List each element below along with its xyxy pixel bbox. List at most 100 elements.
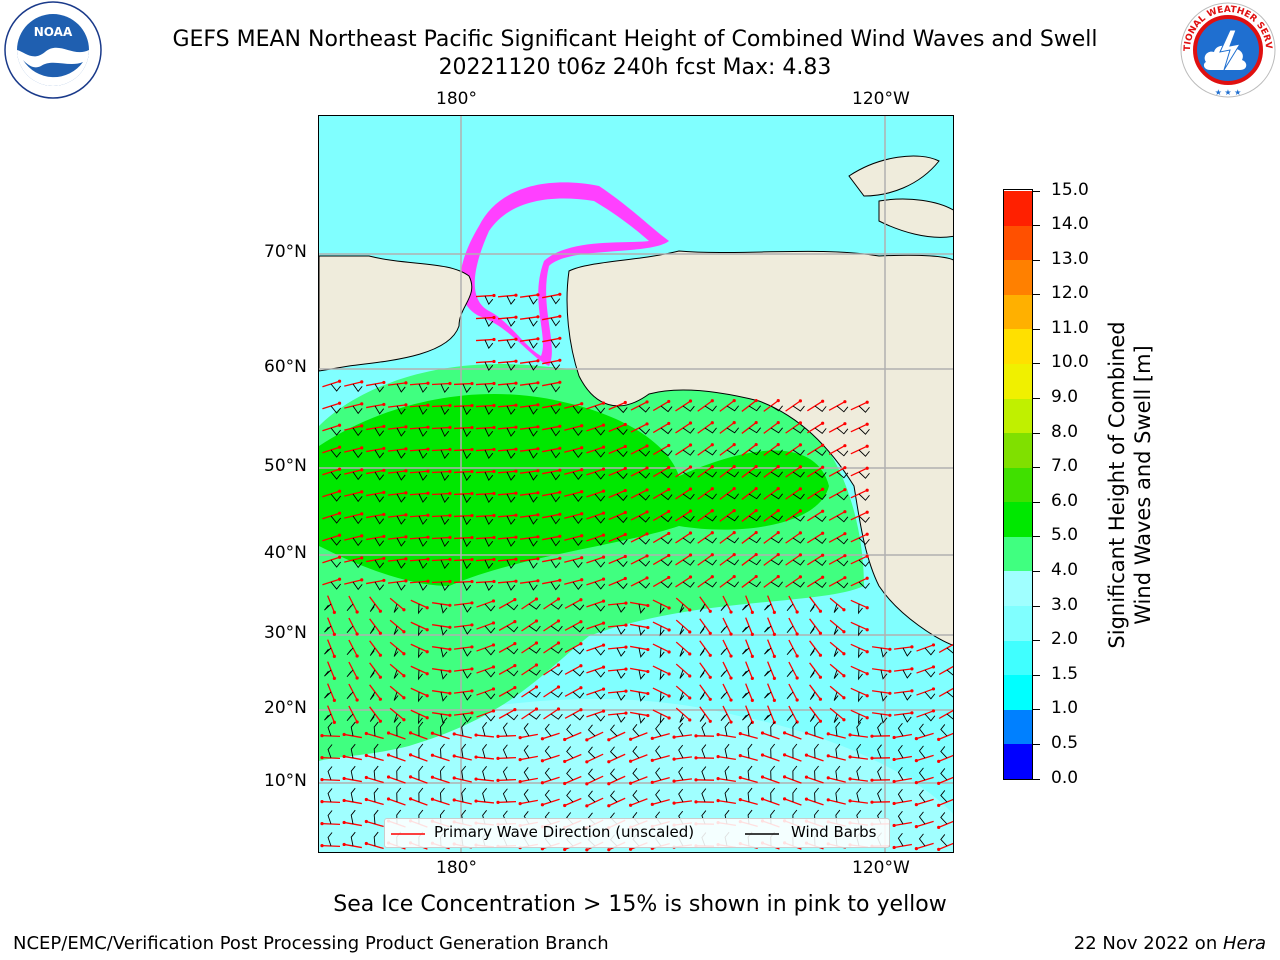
wind-barb — [616, 449, 628, 458]
colorbar-tick-label: 7.0 — [1051, 456, 1079, 477]
wind-barb — [748, 471, 762, 478]
wind-barb — [374, 449, 385, 459]
wind-barb — [418, 383, 428, 393]
wave-direction-arrowhead — [818, 653, 823, 657]
wind-barb — [330, 559, 342, 568]
wind-barb — [638, 537, 651, 545]
wave-direction-arrowhead — [386, 775, 391, 779]
colorbar-tick-label: 13.0 — [1051, 248, 1089, 269]
wave-direction-arrowhead — [513, 642, 517, 646]
wave-direction-arrowhead — [496, 778, 500, 782]
wave-direction-arrowhead — [776, 575, 780, 579]
wind-barb — [550, 339, 561, 349]
wave-direction-arrowhead — [332, 632, 336, 636]
wave-direction-arrowhead — [914, 824, 918, 829]
wave-direction-arrowhead — [355, 720, 359, 724]
wave-direction-arrowhead — [496, 734, 500, 738]
wave-direction-arrowhead — [738, 754, 742, 758]
wind-barb — [814, 493, 827, 501]
wave-direction-arrowhead — [821, 531, 825, 535]
wind-barb — [655, 767, 662, 781]
wind-barb — [902, 647, 912, 657]
wave-direction-arrowhead — [646, 713, 650, 718]
wind-barb — [902, 713, 912, 723]
wave-direction-arrowhead — [667, 465, 671, 470]
wind-barb — [857, 647, 863, 659]
wind-barb — [440, 721, 445, 737]
wave-direction-arrowhead — [558, 578, 562, 582]
wind-barb — [678, 788, 684, 803]
wind-barb — [327, 788, 333, 803]
wave-direction-arrowhead — [716, 755, 720, 759]
wind-barb — [856, 765, 862, 781]
wave-direction-legend-line — [391, 833, 425, 835]
wave-direction-arrowhead — [585, 760, 589, 764]
wind-barb — [572, 427, 583, 437]
wind-barb — [918, 767, 926, 781]
colorbar-segment — [1004, 709, 1032, 745]
wave-direction-arrowhead — [910, 667, 914, 671]
wind-barb — [352, 427, 363, 437]
wave-direction-arrowhead — [870, 778, 874, 782]
wind-barb — [678, 744, 684, 759]
wave-direction-arrowhead — [534, 641, 539, 645]
wind-barb — [660, 449, 673, 457]
wave-direction-arrowhead — [931, 643, 936, 647]
wind-barb — [660, 559, 673, 567]
wave-direction-arrowhead — [848, 799, 852, 803]
wave-direction-arrowhead — [337, 533, 342, 537]
wind-barb — [747, 787, 753, 803]
wind-barb — [897, 744, 904, 759]
wave-direction-arrowhead — [667, 399, 671, 404]
wind-barb — [330, 471, 342, 480]
wave-direction-arrowhead — [579, 598, 583, 602]
wind-barb — [809, 713, 816, 722]
wind-barb — [352, 515, 363, 525]
wave-direction-arrowhead — [430, 731, 435, 735]
wind-barb — [940, 724, 948, 737]
wind-barb — [857, 603, 863, 615]
wind-barb — [594, 449, 606, 458]
wind-barb — [523, 767, 530, 781]
wind-barb — [528, 603, 541, 610]
wind-barb — [369, 669, 376, 678]
wave-direction-arrowhead — [360, 380, 364, 384]
wave-direction-arrowhead — [818, 719, 823, 723]
wind-barb — [660, 471, 673, 479]
wind-barb — [748, 515, 762, 522]
wave-direction-arrowhead — [360, 424, 364, 428]
wind-barb — [814, 427, 827, 435]
wave-direction-arrowhead — [518, 802, 522, 806]
wave-direction-arrowhead — [492, 359, 496, 364]
wind-barb — [814, 787, 819, 803]
wave-direction-arrowhead — [332, 654, 336, 658]
wave-direction-arrowhead — [842, 608, 846, 612]
wave-direction-arrowhead — [556, 597, 561, 601]
wave-direction-arrowhead — [842, 630, 846, 634]
wind-barb — [484, 647, 496, 656]
wave-direction-arrowhead — [842, 696, 846, 700]
wave-direction-arrowhead — [404, 425, 408, 429]
wind-barb — [572, 449, 583, 459]
colorbar-tick-label: 9.0 — [1051, 387, 1079, 408]
wind-barb — [924, 669, 936, 678]
wave-direction-arrowhead — [430, 753, 435, 757]
wave-direction-arrowhead — [710, 399, 714, 403]
wind-barb — [572, 581, 583, 591]
wind-barb — [616, 691, 626, 701]
wave-direction-arrowhead — [672, 801, 676, 805]
wind-barb — [792, 515, 805, 522]
wave-direction-arrowhead — [750, 698, 754, 702]
colorbar-tick-label: 1.5 — [1051, 663, 1079, 684]
wave-direction-arrowhead — [514, 491, 518, 495]
wave-direction-arrowhead — [378, 675, 383, 679]
wind-barb — [786, 625, 794, 634]
wave-direction-arrowhead — [826, 798, 830, 802]
wave-direction-arrowhead — [320, 822, 324, 826]
wave-direction-arrowhead — [688, 652, 692, 656]
wave-direction-arrowhead — [425, 606, 429, 610]
wave-direction-arrowhead — [818, 697, 823, 701]
wind-barb — [550, 625, 563, 632]
wind-barb — [396, 405, 406, 415]
wind-barb — [440, 471, 450, 482]
